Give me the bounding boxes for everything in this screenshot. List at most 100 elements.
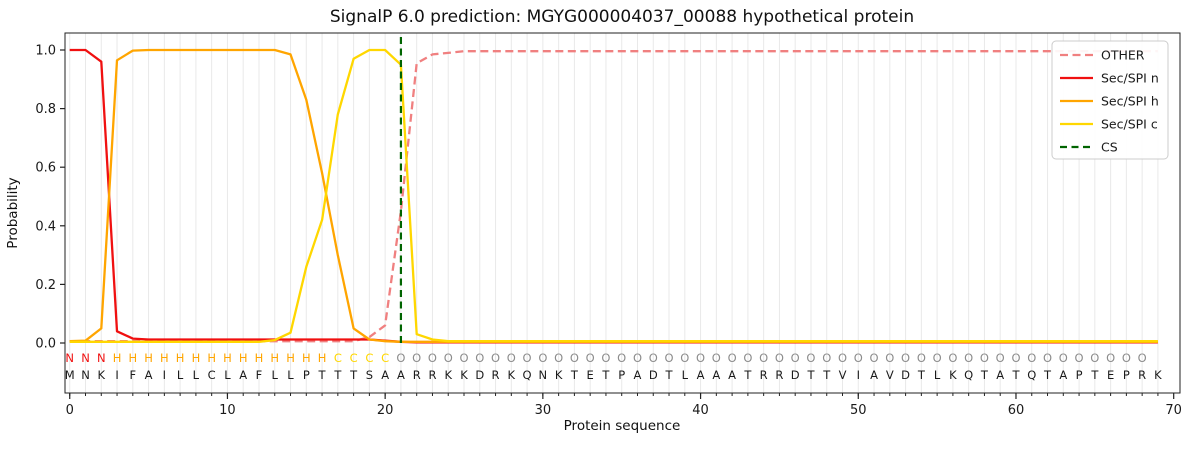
residue-letter: P xyxy=(303,368,310,382)
region-label: O xyxy=(586,351,595,365)
region-label: N xyxy=(81,351,90,365)
region-label: O xyxy=(1106,351,1115,365)
curve-sec-spi-n xyxy=(69,48,1158,344)
x-tick-label: 30 xyxy=(535,403,552,418)
residue-letter: K xyxy=(97,368,105,382)
region-label: H xyxy=(207,351,216,365)
region-label: O xyxy=(1043,351,1052,365)
region-label: H xyxy=(270,351,279,365)
residue-letter: T xyxy=(1011,368,1020,382)
residue-letter: T xyxy=(822,368,831,382)
residue-letter: A xyxy=(381,368,389,382)
residue-letter: A xyxy=(239,368,247,382)
region-label: O xyxy=(538,351,547,365)
region-label: C xyxy=(350,351,358,365)
residue-letter: C xyxy=(208,368,216,382)
residue-letter: T xyxy=(665,368,674,382)
region-label: N xyxy=(65,351,74,365)
residue-letter: E xyxy=(587,368,594,382)
axes-and-ticks: 0 10 20 30 40 50 60 70 0.0 0.2 0.4 0.6 0.8 1.0 xyxy=(35,32,1182,418)
residue-letter: K xyxy=(1154,368,1162,382)
residue-letter: L xyxy=(682,368,689,382)
y-tick-label: 0.6 xyxy=(35,161,56,176)
region-label: H xyxy=(176,351,185,365)
region-label: O xyxy=(570,351,579,365)
residue-letter: L xyxy=(224,368,231,382)
residue-letter: L xyxy=(177,368,184,382)
x-tick-label: 40 xyxy=(692,403,709,418)
residue-letter: L xyxy=(287,368,294,382)
x-tick-label: 20 xyxy=(377,403,394,418)
region-label: O xyxy=(775,351,784,365)
region-label: O xyxy=(1011,351,1020,365)
region-label: O xyxy=(759,351,768,365)
region-label: C xyxy=(381,351,389,365)
curve-sec-spi-c xyxy=(69,48,1158,343)
residue-letter: P xyxy=(1076,368,1083,382)
residue-letter: A xyxy=(697,368,705,382)
residue-letter: A xyxy=(397,368,405,382)
y-tick-label: 0.8 xyxy=(35,102,56,117)
residue-letter: T xyxy=(601,368,610,382)
region-label: O xyxy=(933,351,942,365)
residue-letter: I xyxy=(115,368,118,382)
region-label: O xyxy=(396,351,405,365)
region-label: O xyxy=(712,351,721,365)
region-label: H xyxy=(113,351,122,365)
legend-item-label: Sec/SPI c xyxy=(1101,117,1158,132)
residue-letter: K xyxy=(444,368,452,382)
residue-letter: L xyxy=(934,368,941,382)
region-label: O xyxy=(554,351,563,365)
region-label: O xyxy=(1059,351,1068,365)
residue-letter: F xyxy=(256,368,263,382)
residue-letter: Q xyxy=(1027,368,1036,382)
residue-letter: I xyxy=(857,368,860,382)
residue-letter: D xyxy=(901,368,910,382)
residue-letter: R xyxy=(428,368,436,382)
residue-letter: A xyxy=(634,368,642,382)
region-label: O xyxy=(475,351,484,365)
residue-letter: E xyxy=(1107,368,1114,382)
region-label: O xyxy=(649,351,658,365)
residue-letter: A xyxy=(728,368,736,382)
residue-letter: A xyxy=(712,368,720,382)
x-tick-label: 0 xyxy=(66,403,74,418)
legend-item-label: Sec/SPI h xyxy=(1101,94,1159,109)
region-label: O xyxy=(633,351,642,365)
region-label: O xyxy=(1122,351,1131,365)
residue-letter: K xyxy=(460,368,468,382)
x-tick-label: 50 xyxy=(850,403,867,418)
region-label: C xyxy=(365,351,373,365)
region-label: H xyxy=(144,351,153,365)
residue-letter: M xyxy=(65,368,75,382)
residue-letter: T xyxy=(318,368,327,382)
region-label: O xyxy=(980,351,989,365)
residue-letter: R xyxy=(775,368,783,382)
residue-letter: R xyxy=(413,368,421,382)
curve-other xyxy=(69,50,1158,343)
region-label: H xyxy=(255,351,264,365)
region-label: O xyxy=(1090,351,1099,365)
region-label: O xyxy=(838,351,847,365)
x-tick-label: 60 xyxy=(1008,403,1025,418)
legend-item-label: Sec/SPI n xyxy=(1101,71,1159,86)
x-tick-label: 70 xyxy=(1165,403,1182,418)
residue-letter: F xyxy=(130,368,137,382)
region-label: O xyxy=(870,351,879,365)
y-tick-label: 1.0 xyxy=(35,44,56,59)
residue-letter: K xyxy=(508,368,516,382)
chart-title: SignalP 6.0 prediction: MGYG000004037_00… xyxy=(330,7,914,27)
residue-letter: N xyxy=(81,368,90,382)
region-label: N xyxy=(97,351,106,365)
region-label: H xyxy=(160,351,169,365)
y-tick-label: 0.0 xyxy=(35,337,56,352)
region-label: H xyxy=(302,351,311,365)
legend-item-label: CS xyxy=(1101,140,1118,155)
region-label: O xyxy=(885,351,894,365)
region-label: H xyxy=(192,351,201,365)
residue-letter: P xyxy=(618,368,625,382)
residue-letter: I xyxy=(163,368,166,382)
residue-letter: R xyxy=(760,368,768,382)
residue-letter: V xyxy=(886,368,894,382)
